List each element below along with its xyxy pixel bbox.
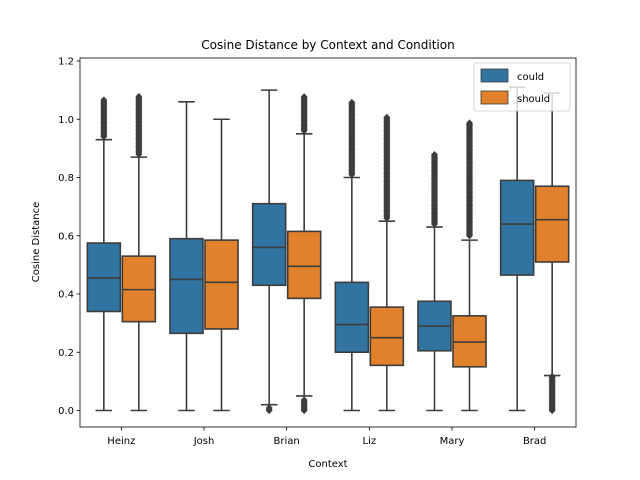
x-tick-label: Heinz <box>107 436 135 447</box>
legend-label-could: could <box>517 72 544 83</box>
outlier-marker-high <box>431 150 438 159</box>
outlier-marker-high <box>135 92 143 101</box>
y-axis-label: Cosine Distance <box>31 202 42 282</box>
iqr-box <box>204 239 239 330</box>
x-tick-label: Mary <box>440 436 465 447</box>
box-could-mary <box>417 150 452 412</box>
chart-title: Cosine Distance by Context and Condition <box>201 38 454 52</box>
outlier-marker-low <box>548 372 556 381</box>
box-could-liz <box>334 98 370 412</box>
box-should-mary <box>452 119 487 412</box>
outlier-marker-low <box>300 396 308 404</box>
legend-swatch-could <box>480 68 509 83</box>
outlier-marker-low <box>265 404 273 412</box>
y-tick-label: 1.0 <box>58 115 74 126</box>
outlier-marker-high <box>383 113 391 121</box>
y-tick-label: 0.2 <box>58 348 74 359</box>
iqr-box <box>334 281 370 354</box>
y-tick-label: 0.0 <box>58 406 74 417</box>
box-could-brian <box>251 89 287 415</box>
y-tick-label: 1.2 <box>58 57 74 68</box>
box-should-liz <box>369 113 405 412</box>
iqr-box <box>286 230 322 300</box>
x-axis-label: Context <box>308 459 347 470</box>
x-tick-label: Josh <box>193 436 215 447</box>
iqr-box <box>369 306 405 367</box>
plot-background <box>80 58 576 427</box>
outlier-marker-high <box>300 93 308 101</box>
box-should-heinz <box>121 92 157 412</box>
plot-frame <box>79 57 577 428</box>
iqr-box <box>499 179 535 276</box>
x-tick-label: Brian <box>274 436 300 447</box>
y-tick-label: 0.6 <box>58 231 74 242</box>
box-should-brian <box>286 93 322 415</box>
y-tick-label: 0.8 <box>58 173 74 184</box>
box-could-heinz <box>86 96 122 412</box>
x-tick-label: Brad <box>523 436 546 447</box>
outlier-marker-high <box>466 119 473 127</box>
x-tick-label: Liz <box>363 436 377 447</box>
iqr-box <box>169 237 204 335</box>
boxes-layer <box>86 86 570 415</box>
iqr-box <box>534 185 570 263</box>
iqr-box <box>251 202 287 287</box>
legend: could should <box>473 62 571 112</box>
legend-label-should: should <box>517 94 550 105</box>
box-could-brad <box>499 86 535 412</box>
plot-area <box>79 57 577 428</box>
box-should-josh <box>204 118 239 412</box>
y-axis: 0.0 0.2 0.4 0.6 0.8 1.0 1.2 <box>58 57 80 417</box>
box-could-josh <box>169 100 204 412</box>
outlier-marker-high <box>348 98 356 107</box>
legend-swatch-should <box>480 90 509 105</box>
outlier-marker-high <box>100 96 108 104</box>
x-axis: Heinz Josh Brian Liz Mary Brad <box>107 427 546 447</box>
y-tick-label: 0.4 <box>58 290 74 301</box>
